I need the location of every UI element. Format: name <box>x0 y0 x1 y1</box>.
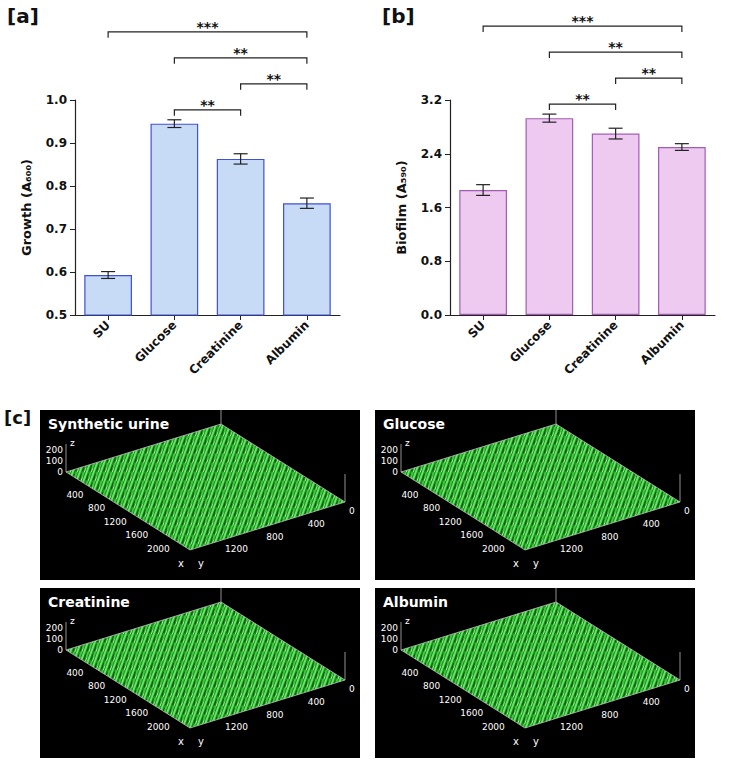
svg-text:1600: 1600 <box>460 530 483 540</box>
svg-text:SU: SU <box>465 318 488 341</box>
svg-text:0.8: 0.8 <box>46 179 67 193</box>
svg-text:[b]: [b] <box>382 4 415 28</box>
svg-text:1200: 1200 <box>439 517 462 527</box>
svg-text:0: 0 <box>684 684 690 694</box>
svg-text:y: y <box>198 736 204 747</box>
svg-text:200: 200 <box>46 623 63 633</box>
svg-text:1200: 1200 <box>439 695 462 705</box>
svg-text:400: 400 <box>308 519 325 529</box>
svg-text:**: ** <box>575 91 590 107</box>
svg-text:100: 100 <box>381 634 398 644</box>
svg-text:200: 200 <box>381 445 398 455</box>
svg-text:**: ** <box>641 65 656 81</box>
svg-text:Glucose: Glucose <box>132 318 179 365</box>
svg-text:**: ** <box>266 71 281 87</box>
svg-text:100: 100 <box>381 456 398 466</box>
svg-text:0.6: 0.6 <box>46 265 67 279</box>
svg-text:3.2: 3.2 <box>421 93 442 107</box>
svg-text:800: 800 <box>423 681 440 691</box>
svg-text:SU: SU <box>90 318 113 341</box>
svg-text:400: 400 <box>401 490 418 500</box>
svg-text:0: 0 <box>57 467 63 477</box>
svg-text:***: *** <box>572 13 595 29</box>
svg-text:Glucose: Glucose <box>383 416 445 432</box>
svg-text:Biofilm (A₅₉₀): Biofilm (A₅₉₀) <box>394 160 409 255</box>
svg-text:Albumin: Albumin <box>638 318 687 367</box>
svg-text:1.0: 1.0 <box>46 93 67 107</box>
svg-text:1200: 1200 <box>560 722 583 732</box>
svg-text:x: x <box>178 558 184 569</box>
svg-text:Glucose: Glucose <box>507 318 554 365</box>
svg-text:z: z <box>405 616 410 626</box>
svg-text:800: 800 <box>88 681 105 691</box>
svg-text:2.4: 2.4 <box>421 147 442 161</box>
svg-text:y: y <box>533 736 539 747</box>
svg-text:0: 0 <box>392 467 398 477</box>
svg-text:1600: 1600 <box>125 530 148 540</box>
svg-text:400: 400 <box>66 490 83 500</box>
svg-text:0: 0 <box>684 506 690 516</box>
svg-text:800: 800 <box>266 532 283 542</box>
svg-text:1200: 1200 <box>560 544 583 554</box>
svg-text:2000: 2000 <box>482 544 505 554</box>
svg-text:x: x <box>513 736 519 747</box>
svg-text:1200: 1200 <box>225 722 248 732</box>
svg-text:800: 800 <box>88 503 105 513</box>
svg-text:Creatinine: Creatinine <box>186 318 245 377</box>
svg-text:x: x <box>513 558 519 569</box>
svg-text:400: 400 <box>643 697 660 707</box>
svg-text:x: x <box>178 736 184 747</box>
svg-text:y: y <box>198 558 204 569</box>
svg-text:Albumin: Albumin <box>263 318 312 367</box>
svg-text:200: 200 <box>46 445 63 455</box>
svg-text:0: 0 <box>349 684 355 694</box>
svg-text:400: 400 <box>66 668 83 678</box>
svg-text:**: ** <box>233 45 248 61</box>
svg-text:[a]: [a] <box>7 4 39 28</box>
svg-text:1600: 1600 <box>125 708 148 718</box>
svg-text:y: y <box>533 558 539 569</box>
svg-text:1.6: 1.6 <box>421 201 442 215</box>
svg-text:0.0: 0.0 <box>421 308 442 322</box>
svg-text:2000: 2000 <box>482 722 505 732</box>
svg-text:1200: 1200 <box>104 517 127 527</box>
svg-text:[c]: [c] <box>4 407 31 428</box>
svg-text:1200: 1200 <box>104 695 127 705</box>
svg-text:0.9: 0.9 <box>46 136 67 150</box>
svg-text:Creatinine: Creatinine <box>561 318 620 377</box>
svg-text:z: z <box>405 438 410 448</box>
svg-text:0: 0 <box>349 506 355 516</box>
svg-text:800: 800 <box>601 532 618 542</box>
svg-text:200: 200 <box>381 623 398 633</box>
svg-text:***: *** <box>197 19 220 35</box>
svg-text:100: 100 <box>46 456 63 466</box>
svg-text:0: 0 <box>392 645 398 655</box>
svg-text:800: 800 <box>266 710 283 720</box>
svg-text:0.8: 0.8 <box>421 254 442 268</box>
svg-text:800: 800 <box>601 710 618 720</box>
svg-text:0.7: 0.7 <box>46 222 67 236</box>
svg-text:1600: 1600 <box>460 708 483 718</box>
svg-text:400: 400 <box>643 519 660 529</box>
svg-text:z: z <box>70 438 75 448</box>
svg-text:800: 800 <box>423 503 440 513</box>
svg-text:1200: 1200 <box>225 544 248 554</box>
svg-text:Synthetic urine: Synthetic urine <box>48 416 169 432</box>
svg-text:100: 100 <box>46 634 63 644</box>
svg-text:2000: 2000 <box>147 544 170 554</box>
svg-text:400: 400 <box>308 697 325 707</box>
svg-text:0.5: 0.5 <box>46 308 67 322</box>
svg-text:Growth (A₆₀₀): Growth (A₆₀₀) <box>19 159 34 256</box>
svg-text:**: ** <box>608 39 623 55</box>
svg-text:0: 0 <box>57 645 63 655</box>
svg-text:Creatinine: Creatinine <box>48 594 130 610</box>
svg-text:400: 400 <box>401 668 418 678</box>
svg-text:**: ** <box>200 97 215 113</box>
svg-text:Albumin: Albumin <box>383 594 448 610</box>
svg-text:z: z <box>70 616 75 626</box>
svg-text:2000: 2000 <box>147 722 170 732</box>
